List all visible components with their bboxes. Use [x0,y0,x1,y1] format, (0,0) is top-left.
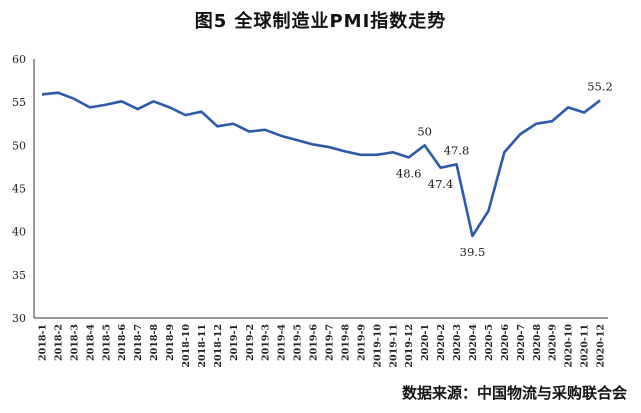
data-label: 39.5 [460,245,486,259]
x-tick-label: 2018-2 [53,324,64,361]
x-tick-label: 2018-9 [165,324,176,361]
x-tick-label: 2018-6 [117,324,128,361]
x-tick-label: 2020-2 [436,324,447,361]
data-label: 55.2 [587,79,613,93]
x-tick-label: 2019-3 [261,324,272,361]
x-tick-label: 2020-7 [516,324,527,361]
x-tick-label: 2020-3 [452,324,463,361]
x-tick-labels: 2018-1 2018-2 2018-3 2018-4 2018-5 2018-6 2018… [37,324,606,368]
y-tick-label: 55 [12,96,26,109]
y-tick-label: 30 [12,312,26,325]
x-tick-label: 2019-11 [388,324,399,368]
y-tick-label: 35 [12,269,26,282]
x-tick-label: 2019-5 [293,324,304,361]
x-tick-label: 2020-1 [420,324,431,361]
x-tick-label: 2019-12 [404,324,415,368]
x-tick-label: 2020-5 [484,324,495,361]
x-tick-label: 2019-6 [309,324,320,361]
y-tick-labels: 30 35 40 45 50 55 60 [12,53,26,325]
x-tick-label: 2019-9 [356,324,367,361]
data-label: 47.8 [444,143,470,157]
x-tick-label: 2019-10 [372,324,383,368]
x-tick-label: 2020-10 [564,324,575,368]
data-source: 数据来源：中国物流与采购联合会 [401,384,627,402]
x-tick-label: 2020-11 [580,324,591,368]
y-tick-label: 45 [12,183,26,196]
y-tick-label: 40 [12,226,26,239]
x-tick-label: 2019-8 [340,324,351,361]
x-tick-label: 2020-9 [548,324,559,361]
x-tick-label: 2018-7 [133,324,144,361]
x-tick-label: 2018-1 [37,324,48,361]
x-tick-label: 2020-6 [500,324,511,361]
y-tick-label: 50 [12,139,26,152]
chart-title: 图5 全球制造业PMI指数走势 [194,11,447,32]
x-tick-label: 2018-12 [213,324,224,368]
x-tick-label: 2018-11 [197,324,208,368]
data-label: 47.4 [428,177,454,191]
x-tick-label: 2019-7 [324,324,335,361]
series-line [41,91,601,238]
x-tick-label: 2018-8 [149,324,160,361]
x-tick-label: 2018-3 [69,324,80,361]
data-labels: 48.6 50 47.4 47.8 39.5 55.2 [396,79,613,259]
data-label: 50 [417,124,432,138]
series-line-path [41,91,601,238]
y-tick-label: 60 [12,53,26,66]
x-tick-label: 2020-12 [596,324,607,368]
data-label: 48.6 [396,166,422,180]
x-tick-label: 2020-4 [468,324,479,361]
x-tick-label: 2019-4 [277,324,288,361]
x-tick-label: 2019-1 [229,324,240,361]
x-tick-label: 2018-5 [101,324,112,361]
chart-axes [33,59,608,319]
x-tick-label: 2018-10 [181,324,192,368]
x-tick-label: 2019-2 [245,324,256,361]
x-tick-label: 2020-8 [532,324,543,361]
x-tick-label: 2018-4 [85,324,96,361]
